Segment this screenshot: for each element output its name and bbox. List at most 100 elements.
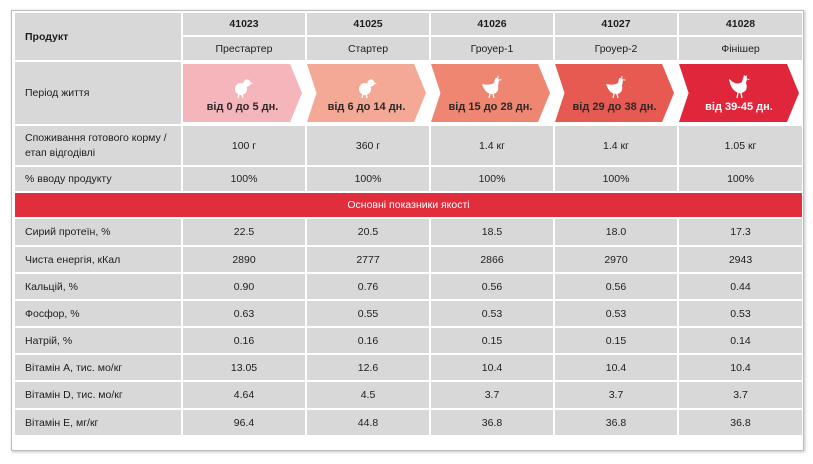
- stage-age-range: від 39-45 дн.: [705, 101, 773, 113]
- quality-value: 0.15: [431, 328, 555, 355]
- consumption-value: 1.4 кг: [555, 126, 679, 167]
- quality-label: Сирий протеїн, %: [15, 219, 183, 247]
- input-share-value: 100%: [679, 167, 802, 193]
- stage-arrow: від 29 до 38 дн.: [555, 64, 674, 122]
- product-name: Фінішер: [679, 37, 802, 62]
- consumption-value: 360 г: [307, 126, 431, 167]
- header-codes-row: Продукт 41023 41025 41026 41027 41028: [15, 13, 802, 62]
- quality-value: 36.8: [431, 410, 555, 437]
- stage-arrow: від 39-45 дн.: [679, 64, 799, 122]
- consumption-value: 1.05 кг: [679, 126, 802, 167]
- input-share-value: 100%: [307, 167, 431, 193]
- quality-value: 3.7: [555, 382, 679, 410]
- quality-value: 0.16: [183, 328, 307, 355]
- quality-label: Кальцій, %: [15, 274, 183, 301]
- product-name: Гроуер-1: [431, 37, 555, 62]
- stage-cell: від 0 до 5 дн.: [183, 62, 307, 126]
- quality-label: Вітамін D, тис. мо/кг: [15, 382, 183, 410]
- quality-value: 0.90: [183, 274, 307, 301]
- input-share-value: 100%: [183, 167, 307, 193]
- product-header-label: Продукт: [15, 13, 183, 62]
- input-share-value: 100%: [555, 167, 679, 193]
- quality-value: 0.63: [183, 301, 307, 328]
- table-row: Кальцій, % 0.90 0.76 0.56 0.56 0.44: [15, 274, 802, 301]
- stage-arrow: від 15 до 28 дн.: [431, 64, 550, 122]
- stage-age-range: від 6 до 14 дн.: [327, 101, 406, 113]
- quality-value: 96.4: [183, 410, 307, 437]
- input-share-row: % вводу продукту 100% 100% 100% 100% 100…: [15, 167, 802, 193]
- quality-label: Фосфор, %: [15, 301, 183, 328]
- stage-age-range: від 29 до 38 дн.: [572, 101, 657, 113]
- input-share-value: 100%: [431, 167, 555, 193]
- quality-value: 10.4: [431, 355, 555, 382]
- stage-cell: від 29 до 38 дн.: [555, 62, 679, 126]
- product-name: Стартер: [307, 37, 431, 62]
- product-code-41027: 41027: [555, 13, 679, 37]
- quality-value: 0.76: [307, 274, 431, 301]
- stage-arrow: від 0 до 5 дн.: [183, 64, 302, 122]
- quality-value: 0.56: [431, 274, 555, 301]
- consumption-row: Споживання готового корму / етап відгоді…: [15, 126, 802, 167]
- quality-value: 0.44: [679, 274, 802, 301]
- product-code-41023: 41023: [183, 13, 307, 37]
- table-row: Натрій, % 0.16 0.16 0.15 0.15 0.14: [15, 328, 802, 355]
- product-name: Гроуер-2: [555, 37, 679, 62]
- rooster-icon: [729, 75, 750, 99]
- product-name: Престартер: [183, 37, 307, 62]
- stage-cell: від 39-45 дн.: [679, 62, 802, 126]
- consumption-value: 100 г: [183, 126, 307, 167]
- stage-arrow: від 6 до 14 дн.: [307, 64, 426, 122]
- table-row: Вітамін А, тис. мо/кг 13.05 12.6 10.4 10.4 10…: [15, 355, 802, 382]
- quality-value: 10.4: [679, 355, 802, 382]
- quality-value: 18.0: [555, 219, 679, 247]
- input-share-label: % вводу продукту: [15, 167, 183, 193]
- quality-value: 20.5: [307, 219, 431, 247]
- quality-value: 10.4: [555, 355, 679, 382]
- consumption-value: 1.4 кг: [431, 126, 555, 167]
- quality-value: 13.05: [183, 355, 307, 382]
- table-row: Сирий протеїн, % 22.5 20.5 18.5 18.0 17.3: [15, 219, 802, 247]
- consumption-label: Споживання готового корму / етап відгоді…: [15, 126, 183, 167]
- table-row: Вітамін D, тис. мо/кг 4.64 4.5 3.7 3.7 3.7: [15, 382, 802, 410]
- life-period-label: Період життя: [15, 62, 183, 126]
- quality-label: Чиста енергія, кКал: [15, 247, 183, 274]
- quality-value: 3.7: [679, 382, 802, 410]
- quality-value: 0.56: [555, 274, 679, 301]
- quality-value: 0.16: [307, 328, 431, 355]
- quality-value: 3.7: [431, 382, 555, 410]
- product-code-41028: 41028: [679, 13, 802, 37]
- quality-value: 4.64: [183, 382, 307, 410]
- life-period-row: Період життя від 0 до 5 дн. від 6 до 14 …: [15, 62, 802, 126]
- feed-spec-table: Продукт 41023 41025 41026 41027 41028 Пр…: [15, 13, 802, 437]
- section-row: Основні показники якості: [15, 193, 802, 219]
- quality-value: 0.53: [555, 301, 679, 328]
- quality-label: Вітамін А, тис. мо/кг: [15, 355, 183, 382]
- quality-value: 36.8: [555, 410, 679, 437]
- quality-value: 2943: [679, 247, 802, 274]
- chick-icon: [358, 79, 377, 99]
- quality-value: 2777: [307, 247, 431, 274]
- quality-value: 17.3: [679, 219, 802, 247]
- chick-icon: [234, 79, 253, 99]
- hen-icon: [605, 75, 626, 99]
- quality-value: 4.5: [307, 382, 431, 410]
- stage-cell: від 15 до 28 дн.: [431, 62, 555, 126]
- header-names-row: Престартер Стартер Гроуер-1 Гроуер-2 Фін…: [15, 37, 802, 62]
- quality-label: Натрій, %: [15, 328, 183, 355]
- quality-label: Вітамін Е, мг/кг: [15, 410, 183, 437]
- quality-value: 18.5: [431, 219, 555, 247]
- quality-value: 12.6: [307, 355, 431, 382]
- table-row: Вітамін Е, мг/кг 96.4 44.8 36.8 36.8 36.8: [15, 410, 802, 437]
- quality-rows: Сирий протеїн, % 22.5 20.5 18.5 18.0 17.3 Чист…: [15, 219, 802, 437]
- quality-value: 0.15: [555, 328, 679, 355]
- stage-age-range: від 0 до 5 дн.: [206, 101, 279, 113]
- table-row: Фосфор, % 0.63 0.55 0.53 0.53 0.53: [15, 301, 802, 328]
- quality-value: 2970: [555, 247, 679, 274]
- product-code-41026: 41026: [431, 13, 555, 37]
- table-row: Чиста енергія, кКал 2890 2777 2866 2970 2943: [15, 247, 802, 274]
- quality-value: 0.14: [679, 328, 802, 355]
- stage-cell: від 6 до 14 дн.: [307, 62, 431, 126]
- quality-value: 2866: [431, 247, 555, 274]
- quality-value: 22.5: [183, 219, 307, 247]
- quality-value: 36.8: [679, 410, 802, 437]
